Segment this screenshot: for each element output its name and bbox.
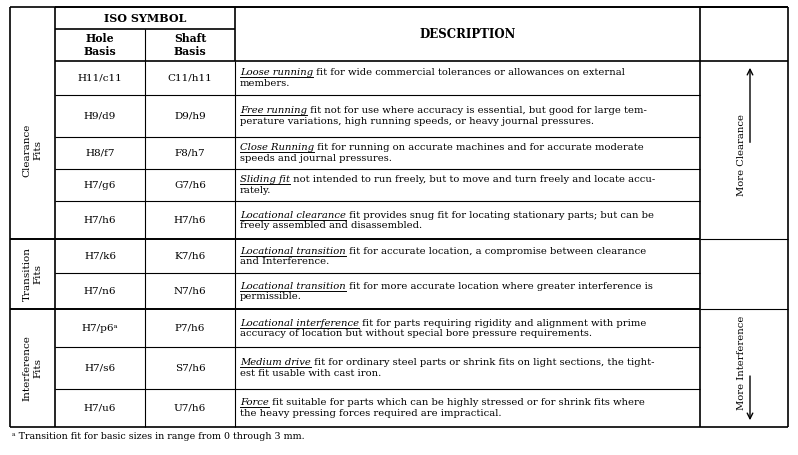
Text: D9/h9: D9/h9	[174, 111, 206, 121]
Text: H8/f7: H8/f7	[85, 148, 115, 157]
Text: fit not for use where accuracy is essential, but good for large tem-: fit not for use where accuracy is essent…	[307, 106, 647, 115]
Text: H7/h6: H7/h6	[174, 216, 206, 225]
Text: H7/s6: H7/s6	[85, 364, 116, 373]
Text: fit suitable for parts which can be highly stressed or for shrink fits where: fit suitable for parts which can be high…	[269, 398, 645, 407]
Text: est fit usable with cast iron.: est fit usable with cast iron.	[240, 369, 381, 378]
Text: Shaft
Basis: Shaft Basis	[174, 33, 207, 57]
Text: DESCRIPTION: DESCRIPTION	[419, 27, 516, 40]
Text: ᵃ Transition fit for basic sizes in range from 0 through 3 mm.: ᵃ Transition fit for basic sizes in rang…	[12, 432, 305, 441]
Text: Loose running: Loose running	[240, 68, 313, 77]
Text: the heavy pressing forces required are impractical.: the heavy pressing forces required are i…	[240, 409, 501, 418]
Text: More Interference: More Interference	[737, 316, 745, 410]
Text: More Clearance: More Clearance	[737, 114, 745, 196]
Text: Close Running: Close Running	[240, 143, 314, 152]
Text: H7/k6: H7/k6	[84, 252, 116, 261]
Text: P7/h6: P7/h6	[175, 324, 205, 333]
Text: Locational transition: Locational transition	[240, 247, 346, 256]
Text: rately.: rately.	[240, 186, 271, 195]
Text: H9/d9: H9/d9	[84, 111, 117, 121]
Text: Medium drive: Medium drive	[240, 359, 310, 368]
Text: H7/h6: H7/h6	[84, 216, 117, 225]
Text: H7/n6: H7/n6	[84, 287, 117, 296]
Text: speeds and journal pressures.: speeds and journal pressures.	[240, 154, 392, 163]
Text: perature variations, high running speeds, or heavy journal pressures.: perature variations, high running speeds…	[240, 117, 594, 126]
Text: H11/c11: H11/c11	[77, 74, 122, 82]
Text: H7/g6: H7/g6	[84, 181, 117, 190]
Text: fit for wide commercial tolerances or allowances on external: fit for wide commercial tolerances or al…	[313, 68, 625, 77]
Text: accuracy of location but without special bore pressure requirements.: accuracy of location but without special…	[240, 329, 592, 338]
Text: Clearance
Fits: Clearance Fits	[23, 123, 42, 177]
Text: C11/h11: C11/h11	[168, 74, 212, 82]
Text: N7/h6: N7/h6	[174, 287, 207, 296]
Text: H7/p6ᵃ: H7/p6ᵃ	[81, 324, 118, 333]
Text: fit for accurate location, a compromise between clearance: fit for accurate location, a compromise …	[346, 247, 646, 256]
Text: Free running: Free running	[240, 106, 307, 115]
Text: Locational interference: Locational interference	[240, 318, 359, 328]
Text: Force: Force	[240, 398, 269, 407]
Text: ISO SYMBOL: ISO SYMBOL	[104, 12, 186, 24]
Text: Transition
Fits: Transition Fits	[23, 248, 42, 301]
Text: U7/h6: U7/h6	[174, 404, 206, 413]
Text: fit provides snug fit for locating stationary parts; but can be: fit provides snug fit for locating stati…	[346, 211, 654, 220]
Text: S7/h6: S7/h6	[175, 364, 205, 373]
Text: members.: members.	[240, 79, 290, 88]
Text: fit for parts requiring rigidity and alignment with prime: fit for parts requiring rigidity and ali…	[359, 318, 646, 328]
Text: fit for ordinary steel parts or shrink fits on light sections, the tight-: fit for ordinary steel parts or shrink f…	[310, 359, 654, 368]
Text: G7/h6: G7/h6	[174, 181, 206, 190]
Text: Locational transition: Locational transition	[240, 282, 346, 291]
Text: Locational clearance: Locational clearance	[240, 211, 346, 220]
Text: H7/u6: H7/u6	[84, 404, 117, 413]
Text: Hole
Basis: Hole Basis	[84, 33, 117, 57]
Text: permissible.: permissible.	[240, 292, 302, 301]
Text: Interference
Fits: Interference Fits	[23, 335, 42, 401]
Text: fit for more accurate location where greater interference is: fit for more accurate location where gre…	[346, 282, 653, 291]
Text: and Interference.: and Interference.	[240, 257, 330, 266]
Text: freely assembled and disassembled.: freely assembled and disassembled.	[240, 221, 422, 230]
Text: not intended to run freely, but to move and turn freely and locate accu-: not intended to run freely, but to move …	[290, 176, 655, 184]
Text: K7/h6: K7/h6	[175, 252, 206, 261]
Text: Sliding fit: Sliding fit	[240, 176, 290, 184]
Text: fit for running on accurate machines and for accurate moderate: fit for running on accurate machines and…	[314, 143, 644, 152]
Text: F8/h7: F8/h7	[175, 148, 205, 157]
